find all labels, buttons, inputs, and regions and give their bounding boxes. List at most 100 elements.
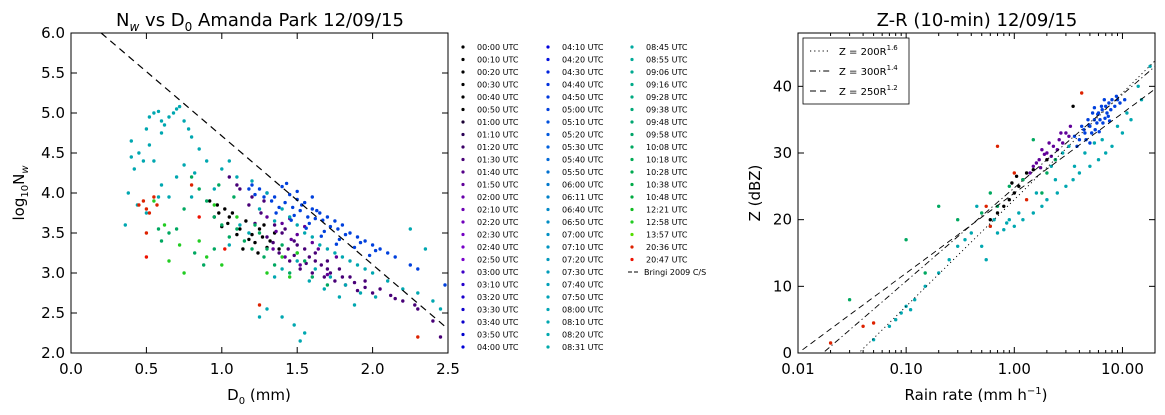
legend-marker [630,220,634,224]
legend-marker [630,82,634,87]
data-point [1101,121,1105,125]
data-point [280,231,284,235]
data-point [1057,138,1061,142]
legend-label: 03:00 UTC [477,268,519,277]
data-point [257,207,262,211]
legend-entry: 05:40 UTC [546,156,604,165]
data-point [1055,191,1060,195]
data-point [334,255,339,259]
data-point [416,267,420,271]
legend-label: 09:16 UTC [646,81,688,90]
legend-label: 07:40 UTC [562,281,604,290]
data-point [226,221,230,226]
data-point [260,235,265,239]
data-point [310,275,314,279]
legend-entry: 08:45 UTC [630,43,688,52]
legend-marker [461,57,465,62]
data-point [159,183,164,187]
data-point [144,127,149,131]
x-tick-label: 10.00 [1101,360,1144,378]
legend-marker [461,107,465,112]
data-point [363,267,367,271]
data-point [386,279,390,283]
data-point [167,195,171,199]
legend-marker [461,257,465,262]
data-point [1067,144,1071,148]
data-point [969,231,973,235]
data-point [904,238,908,242]
data-point [298,208,302,213]
data-point [156,109,161,114]
data-point [247,237,251,242]
data-point [280,255,284,259]
legend-entry: 00:30 UTC [461,81,519,90]
legend-marker [630,245,634,249]
data-point [250,232,254,237]
legend-label: 08:10 UTC [562,318,604,327]
legend-label: 04:30 UTC [562,68,604,77]
legend-entry: 03:40 UTC [461,318,519,327]
data-point [144,255,149,259]
data-point [1031,168,1036,172]
legend-label: 06:00 UTC [562,181,604,190]
data-point [408,263,412,267]
data-point [1129,118,1133,122]
data-point [288,215,292,219]
data-point [307,221,311,226]
left-chart: Nw vs D0 Amanda Park 12/09/15 0.0 0.5 1.0 1… [10,10,706,407]
data-point [988,218,992,222]
reference-line-bringi-2009 [100,32,449,330]
data-point [212,247,216,251]
data-point [1080,124,1084,128]
data-point [1088,141,1092,145]
data-point [274,229,278,234]
legend-marker [630,95,634,99]
data-point [328,275,333,279]
data-point [348,231,352,235]
data-point [288,275,292,279]
data-point [1037,158,1041,162]
data-point [1100,108,1104,112]
data-point [257,315,262,319]
x-tick-label: 2.5 [436,360,460,378]
legend-entry: Z = 300R1.4 [810,64,898,78]
data-point [288,259,292,263]
data-point [401,299,405,303]
legend-marker [630,45,634,49]
y-tick-label: 4.5 [41,144,65,162]
data-point [1106,114,1111,119]
data-point [1114,94,1119,99]
data-point [141,199,146,203]
data-point [1040,204,1044,208]
data-point [894,318,898,322]
left-chart-title: Nw vs D0 Amanda Park 12/09/15 [116,10,404,34]
legend-label: 09:38 UTC [646,106,688,115]
legend-marker [461,282,465,287]
y-tick-label: 6.0 [41,24,65,42]
legend-label: 00:50 UTC [477,106,519,115]
data-point [197,239,201,243]
data-point [328,224,333,229]
legend-entry: Z = 200R1.6 [810,44,898,58]
legend-marker [546,207,550,212]
data-point [1109,108,1113,112]
data-point [292,323,296,327]
data-point [230,211,235,215]
data-point [1083,151,1087,155]
data-point [189,195,194,199]
data-point [423,247,428,251]
legend-entry: 08:10 UTC [546,318,604,327]
data-point [438,307,443,311]
legend-label: 03:10 UTC [477,281,519,290]
data-point [325,215,330,219]
data-point [995,144,1000,148]
legend-label: 12:21 UTC [646,206,688,215]
data-point [333,279,337,283]
data-point [980,211,984,215]
data-point [1110,144,1114,148]
legend-label: 04:10 UTC [562,43,604,52]
data-point [152,111,156,115]
data-point [272,263,277,267]
data-point [147,143,152,147]
data-point [313,267,317,271]
